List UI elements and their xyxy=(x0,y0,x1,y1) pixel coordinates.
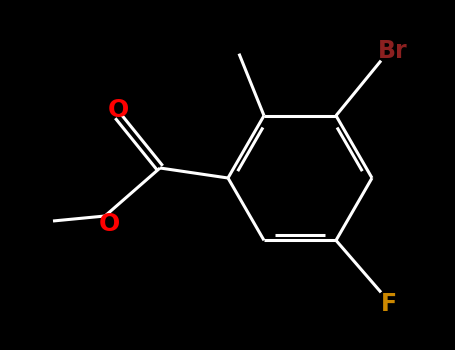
Text: F: F xyxy=(381,292,397,316)
Text: O: O xyxy=(107,98,129,122)
Text: O: O xyxy=(98,212,120,236)
Text: Br: Br xyxy=(378,38,408,63)
